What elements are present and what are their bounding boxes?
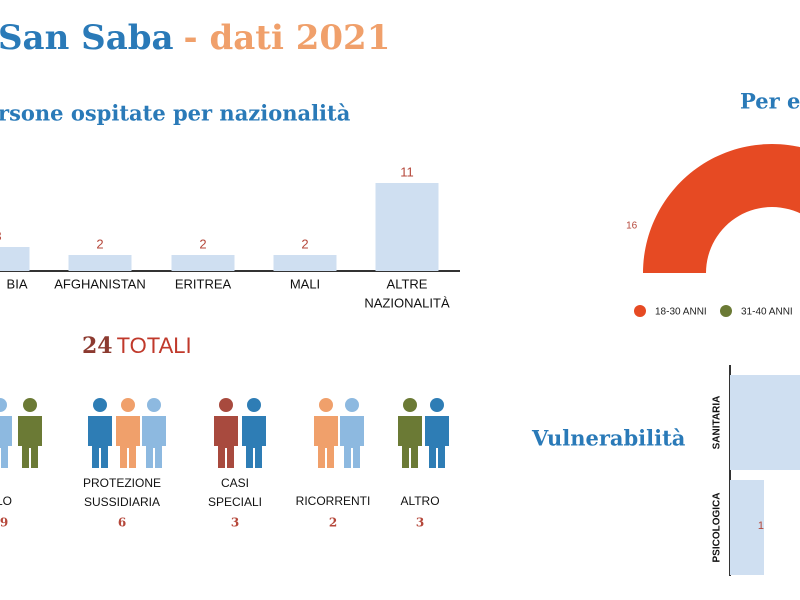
category-label: PROTEZIONE (83, 476, 161, 490)
bar (171, 255, 235, 271)
person-body (142, 416, 166, 468)
person-body (340, 416, 364, 468)
donut-segment (643, 144, 800, 273)
person-body (314, 416, 338, 468)
legend-label: 31-40 ANNI (741, 307, 793, 318)
person-head (147, 398, 161, 412)
category-label: MALI (290, 276, 320, 291)
bar (375, 183, 439, 271)
person-body (242, 416, 266, 468)
person-head (0, 398, 7, 412)
category-label: PSICOLOGICA (712, 492, 723, 562)
category-label: ALTRE (387, 276, 428, 291)
person-head (247, 398, 261, 412)
person-body (18, 416, 42, 468)
category-label: ALTRO (400, 494, 439, 508)
page-title: San Saba - dati 2021 (0, 18, 390, 58)
title-rest: - dati 2021 (184, 18, 391, 58)
title-main: San Saba (0, 18, 174, 58)
value-label: 11 (400, 164, 414, 179)
person-body (88, 416, 112, 468)
total-number: 24 (82, 333, 113, 359)
vuln-title: Vulnerabilità (531, 426, 686, 451)
person-body (398, 416, 422, 468)
legend-swatch (634, 305, 646, 317)
value-label: 3 (231, 516, 239, 530)
donut-title: Per et (740, 89, 800, 114)
value-label: 2 (199, 236, 206, 251)
value-label: 9 (0, 516, 8, 530)
category-label: SUSSIDIARIA (84, 495, 160, 509)
value-label: 2 (301, 236, 308, 251)
person-body (425, 416, 449, 468)
legend-label: 18-30 ANNI (655, 307, 707, 318)
category-label: ERITREA (175, 276, 232, 291)
total: 24 TOTALI (82, 333, 192, 359)
person-body (116, 416, 140, 468)
value-label: 3 (416, 516, 424, 530)
person-head (403, 398, 417, 412)
person-head (319, 398, 333, 412)
person-head (121, 398, 135, 412)
legend-swatch (720, 305, 732, 317)
value-label: 16 (626, 221, 638, 232)
person-head (219, 398, 233, 412)
category-label: AFGHANISTAN (54, 276, 146, 291)
person-head (345, 398, 359, 412)
bar-title: rsone ospitate per nazionalità (0, 101, 351, 126)
category-label: RICORRENTI (296, 494, 371, 508)
person-body (0, 416, 12, 468)
value-label: 1 (758, 520, 764, 532)
category-label: SANITARIA (712, 396, 723, 450)
category-label: SPECIALI (208, 495, 262, 509)
bar (730, 375, 800, 470)
value-label: 2 (329, 516, 337, 530)
bar (273, 255, 337, 271)
person-body (214, 416, 238, 468)
category-label: NAZIONALITÀ (364, 295, 450, 310)
bar (68, 255, 132, 271)
value-label: 6 (118, 516, 126, 530)
value-label: 2 (96, 236, 103, 251)
category-label: CASI (221, 476, 249, 490)
bar (0, 247, 30, 271)
category-label: LO (0, 494, 12, 508)
bar (730, 480, 764, 575)
total-label: TOTALI (117, 333, 192, 358)
person-head (23, 398, 37, 412)
category-label: BIA (7, 276, 28, 291)
person-head (430, 398, 444, 412)
value-label: 3 (0, 228, 2, 243)
person-head (93, 398, 107, 412)
